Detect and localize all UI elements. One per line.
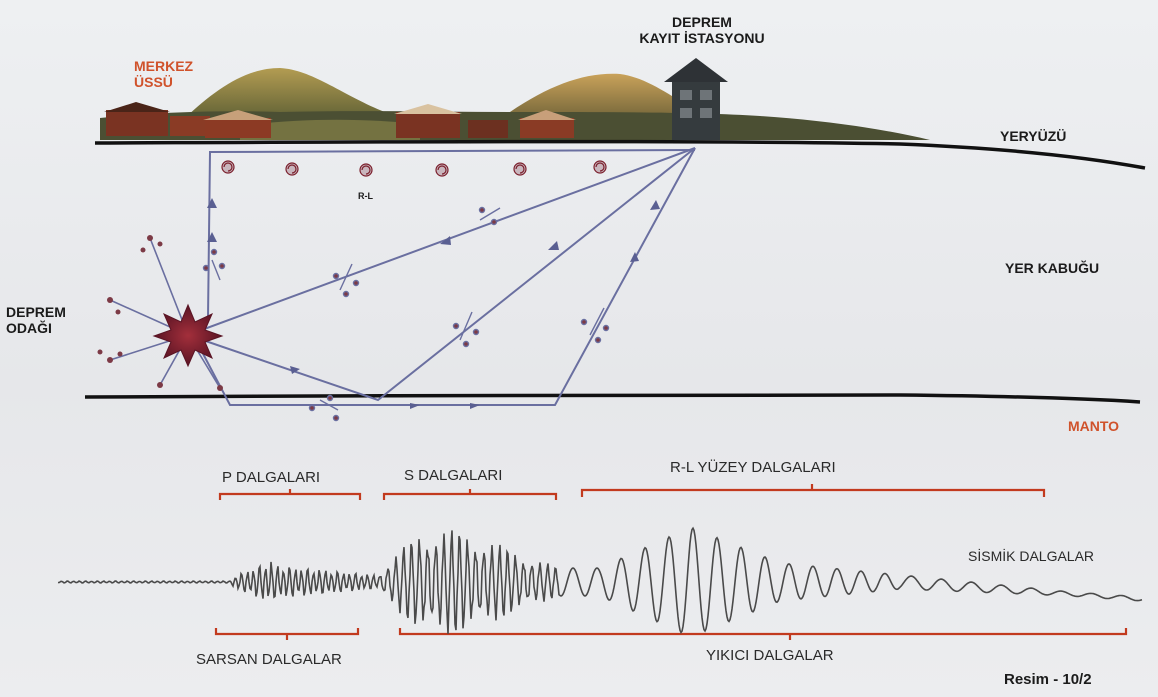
bracket-p-waves	[218, 489, 362, 500]
seismic-waves-label: SİSMİK DALGALAR	[968, 548, 1095, 564]
seismogram-trace	[57, 526, 1143, 635]
tower-roof	[664, 58, 728, 82]
epicenter-label-line1: MERKEZ	[134, 58, 194, 74]
spiral-marker	[359, 163, 373, 177]
bracket-s-waves	[382, 489, 558, 500]
house	[468, 120, 508, 138]
focus-radiating-dots	[97, 235, 223, 391]
tower-body	[672, 82, 720, 140]
arrow	[207, 198, 217, 208]
arrow	[548, 241, 559, 250]
focus-label-line2: ODAĞI	[6, 320, 52, 336]
epicenter-label-line2: ÜSSÜ	[134, 74, 173, 90]
bracket-shaking-waves	[214, 628, 360, 640]
landscape	[100, 58, 930, 140]
p-waves-label: P DALGALARI	[222, 469, 321, 486]
shaking-waves-label: SARSAN DALGALAR	[196, 651, 342, 668]
station-tower	[664, 58, 728, 140]
house-roof	[203, 110, 273, 120]
houses	[104, 102, 576, 138]
ray-direct	[187, 147, 696, 336]
tower-window	[680, 90, 692, 100]
surface-wave-markers	[221, 160, 607, 177]
bracket-surface-waves	[580, 484, 1046, 497]
sprig	[580, 307, 610, 344]
figure-number: Resim - 10/2	[1004, 671, 1092, 688]
ray-vertical	[207, 149, 696, 319]
destructive-waves-label: YIKICI DALGALAR	[706, 647, 834, 664]
house	[106, 110, 168, 136]
arrow	[207, 232, 217, 242]
rl-marker-label: R-L	[358, 191, 373, 201]
spiral-marker	[221, 160, 235, 174]
arrow	[290, 366, 300, 374]
sprig	[308, 394, 340, 422]
focus-burst	[152, 303, 224, 368]
spiral-marker	[285, 162, 299, 176]
spiral-marker	[593, 160, 607, 174]
focus-label-line1: DEPREM	[6, 304, 66, 320]
surface-label: YERYÜZÜ	[1000, 128, 1067, 144]
particle-markers	[202, 206, 610, 422]
tower-window	[700, 90, 712, 100]
station-label: DEPREM KAYIT İSTASYONU	[602, 14, 802, 46]
station-label-line1: DEPREM	[672, 14, 732, 30]
focus-radiating-lines	[109, 237, 221, 389]
epicenter-label: MERKEZ ÜSSÜ	[134, 58, 193, 90]
ray-reflected	[187, 147, 696, 402]
ray-arrows	[207, 198, 660, 409]
house	[170, 116, 210, 136]
brackets	[214, 484, 1128, 640]
focus-label: DEPREM ODAĞI	[6, 304, 66, 336]
sprig	[332, 263, 360, 298]
arrow	[630, 252, 639, 262]
crust-label: YER KABUĞU	[1005, 260, 1100, 276]
sprig	[478, 206, 501, 226]
house-roof	[394, 104, 462, 114]
surface-waves-label: R-L YÜZEY DALGALARI	[670, 459, 836, 476]
house-roof	[518, 110, 576, 120]
sprig	[452, 311, 480, 348]
arrow	[440, 236, 451, 245]
s-waves-label: S DALGALARI	[404, 467, 503, 484]
earthquake-focus	[97, 235, 224, 391]
surface-line	[94, 139, 1146, 170]
spiral-marker	[435, 163, 449, 177]
bracket-destructive-waves	[398, 628, 1128, 640]
mantle-line	[84, 392, 1141, 404]
house	[520, 118, 574, 138]
mantle-label: MANTO	[1068, 418, 1120, 434]
house	[396, 112, 460, 138]
sprig	[202, 248, 226, 281]
tower-window	[680, 108, 692, 118]
wave-rays	[187, 147, 696, 406]
ground-highlight	[240, 119, 420, 140]
house-roof	[104, 102, 170, 112]
arrow	[470, 403, 480, 409]
spiral-marker	[513, 162, 527, 176]
arrow	[650, 200, 660, 210]
arrow	[410, 403, 420, 409]
ray-refracted	[199, 147, 696, 406]
tower-window	[700, 108, 712, 118]
station-label-line2: KAYIT İSTASYONU	[639, 30, 765, 46]
house	[205, 118, 271, 138]
